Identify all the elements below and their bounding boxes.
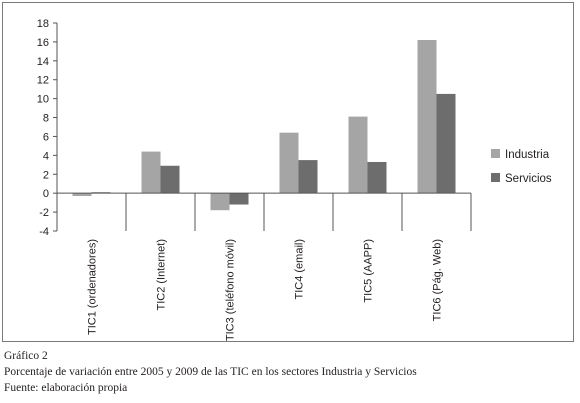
legend-swatch-industria xyxy=(491,149,500,158)
y-tick-label: -4 xyxy=(39,226,49,238)
figure-description: Porcentaje de variación entre 2005 y 200… xyxy=(4,366,417,378)
bar-industria-6 xyxy=(417,40,437,194)
bar-servicios-4 xyxy=(298,160,318,194)
x-category-label: TIC3 (teléfono móvil) xyxy=(225,239,237,341)
y-tick-label: 10 xyxy=(37,94,49,106)
y-tick-label: 2 xyxy=(43,169,49,181)
bar-industria-2 xyxy=(141,151,161,194)
bar-industria-5 xyxy=(348,116,368,194)
y-tick-label: 8 xyxy=(43,113,49,125)
x-category-label: TIC2 (Internet) xyxy=(156,239,168,311)
y-tick-label: 14 xyxy=(37,56,49,68)
legend-swatch-servicios xyxy=(491,173,500,182)
x-category-label: TIC5 (AAPP) xyxy=(363,239,375,303)
y-tick-label: 6 xyxy=(43,131,49,143)
x-category-label: TIC4 (email) xyxy=(294,239,306,300)
y-tick-label: 4 xyxy=(43,150,49,162)
legend-label-industria: Industria xyxy=(505,149,550,161)
y-tick-label: -2 xyxy=(39,207,49,219)
y-tick-label: 16 xyxy=(37,37,49,49)
bar-industria-3 xyxy=(210,193,230,211)
chart-frame: 18 16 14 12 10 8 6 4 2 0 -2 -4 TIC1 (ordenadores) TIC… xyxy=(2,2,574,342)
y-tick-label: 12 xyxy=(37,75,49,87)
bar-servicios-6 xyxy=(436,93,456,194)
x-category-label: TIC1 (ordenadores) xyxy=(87,239,99,335)
figure-source: Fuente: elaboración propia xyxy=(4,382,128,394)
bar-servicios-2 xyxy=(160,165,180,194)
bar-chart: 18 16 14 12 10 8 6 4 2 0 -2 -4 TIC1 (ordenadores) TIC… xyxy=(37,18,552,341)
bar-industria-4 xyxy=(279,132,299,194)
legend-label-servicios: Servicios xyxy=(505,173,552,185)
y-tick-label: 0 xyxy=(43,188,49,200)
x-category-label: TIC6 (Pág. Web) xyxy=(432,239,444,321)
bar-servicios-3 xyxy=(229,193,249,205)
figure-label: Gráfico 2 xyxy=(4,350,48,362)
y-tick-label: 18 xyxy=(37,18,49,30)
bar-industria-1 xyxy=(72,193,92,197)
bar-servicios-5 xyxy=(367,161,387,194)
